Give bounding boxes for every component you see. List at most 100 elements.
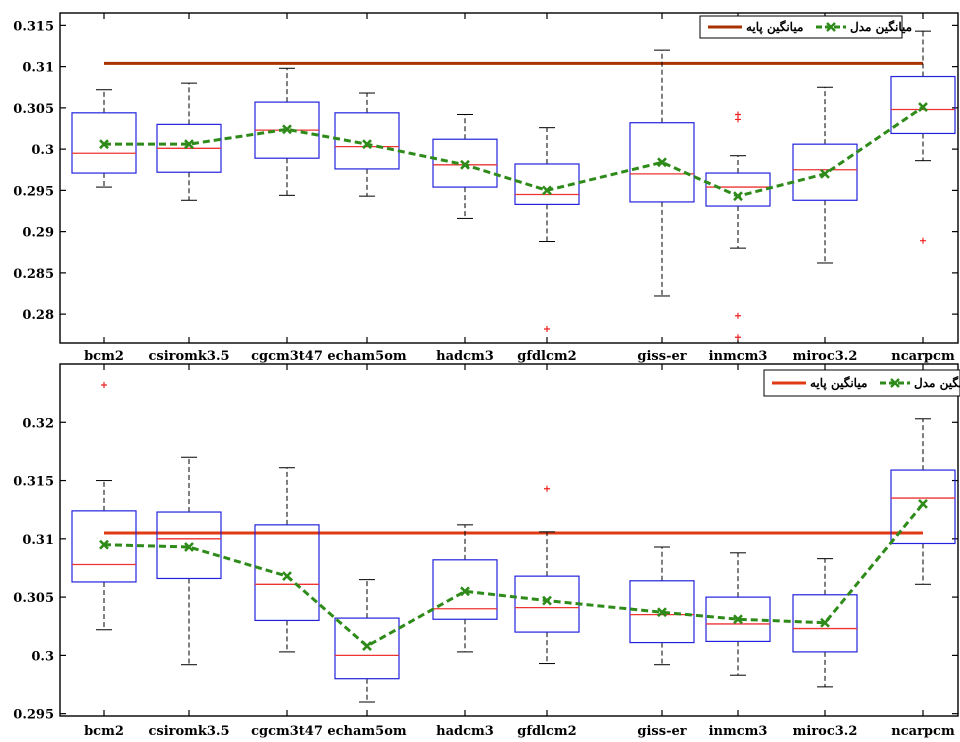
model-mean-marker (542, 185, 552, 196)
outlier-marker (544, 485, 550, 492)
box-body (705, 172, 771, 207)
box-echam5om (334, 579, 400, 703)
x-tick-label: hadcm3 (436, 349, 494, 364)
x-tick-label: bcm2 (84, 724, 124, 739)
model-mean-marker (918, 102, 928, 112)
legend-model-label: میانگین مدل (914, 375, 960, 391)
x-tick-label: echam5om (327, 349, 407, 364)
legend: میانگین پایه میانگین مدل (763, 369, 960, 397)
y-tick-label: 0.315 (13, 19, 54, 34)
outlier-marker (735, 334, 741, 341)
box-body (629, 122, 695, 203)
box-body (514, 163, 580, 206)
legend-base-label: میانگین پایه (746, 19, 803, 35)
box-csiromk3.5 (156, 456, 222, 666)
model-mean-marker (362, 139, 372, 150)
y-tick-label: 0.28 (22, 308, 54, 323)
model-mean-marker (820, 617, 830, 628)
legend-box (699, 15, 903, 39)
model-mean-marker (282, 124, 292, 135)
legend: میانگین پایه میانگین مدل (699, 15, 912, 39)
x-tick-label: cgcm3t47 (251, 349, 323, 364)
y-tick-label: 0.3 (31, 649, 54, 664)
legend-model-label: میانگین مدل (850, 19, 912, 35)
box-body (792, 594, 858, 653)
x-tick-label: miroc3.2 (793, 724, 858, 739)
box-miroc3.2 (792, 558, 858, 688)
legend-base-label: میانگین پایه (810, 375, 867, 391)
x-tick-label: gfdlcm2 (517, 724, 576, 739)
box-miroc3.2 (792, 86, 858, 264)
box-body (71, 510, 137, 583)
y-tick-label: 0.295 (13, 708, 54, 723)
model-mean-marker (657, 607, 667, 618)
model-mean-marker (657, 157, 667, 168)
y-tick-label: 0.3 (31, 143, 54, 158)
box-body (71, 112, 137, 174)
y-tick-label: 0.305 (13, 102, 54, 117)
x-tick-label: gfdlcm2 (517, 349, 576, 364)
chart-panel-2: 0.295 0.3 0.305 0.31 0.315 0.32 bcm2 csiromk3.5… (13, 363, 960, 739)
model-mean-marker (184, 542, 194, 552)
box-hadcm3 (432, 113, 498, 219)
outlier-marker (920, 237, 926, 244)
x-tick-label: giss-er (637, 349, 686, 364)
y-tick-label: 0.29 (22, 226, 54, 241)
box-body (890, 469, 956, 545)
outlier-marker (735, 111, 741, 118)
x-tick-label: hadcm3 (436, 724, 494, 739)
x-tick-label: inmcm3 (709, 349, 768, 364)
axes-frame (59, 363, 959, 717)
outlier-marker (544, 325, 550, 332)
box-csiromk3.5 (156, 82, 222, 201)
x-tick-label: giss-er (637, 724, 686, 739)
box-body (432, 559, 498, 620)
box-body (156, 511, 222, 580)
y-tick-label: 0.305 (13, 591, 54, 606)
box-body (890, 75, 956, 135)
model-mean-marker (918, 498, 928, 509)
x-tick-label: ncarpcm (891, 349, 955, 364)
legend-model-marker (826, 22, 836, 32)
box-ncarpcm (890, 30, 956, 244)
y-tick-label: 0.31 (22, 61, 54, 76)
x-tick-label: csiromk3.5 (148, 724, 229, 739)
y-tick-label: 0.31 (22, 533, 54, 548)
model-mean-marker (733, 614, 743, 625)
box-cgcm3t47 (254, 467, 320, 653)
box-giss-er (629, 546, 695, 666)
model-mean-marker (820, 168, 830, 179)
box-hadcm3 (432, 524, 498, 653)
y-tick-label: 0.285 (13, 267, 54, 282)
chart-panel-1: 0.28 0.285 0.29 0.295 0.3 0.305 0.31 0.315 bcm2 c… (13, 12, 959, 364)
x-tick-label: cgcm3t47 (251, 724, 323, 739)
model-mean-marker (460, 159, 470, 170)
model-mean-marker (460, 586, 470, 597)
model-mean-line (104, 105, 924, 198)
model-mean-line (103, 502, 925, 648)
box-giss-er (629, 49, 695, 297)
box-body (432, 138, 498, 188)
box-body (629, 580, 695, 644)
box-bcm2 (71, 381, 137, 631)
x-tick-label: inmcm3 (709, 724, 768, 739)
axes-frame (59, 12, 959, 344)
box-body (334, 617, 400, 680)
y-tick-label: 0.295 (13, 184, 54, 199)
model-mean-marker (99, 539, 109, 550)
box-ncarpcm (890, 418, 956, 585)
y-tick-label: 0.32 (22, 416, 54, 431)
x-tick-label: ncarpcm (891, 724, 955, 739)
model-mean-marker (542, 595, 552, 606)
box-body (334, 112, 400, 170)
outlier-marker (735, 312, 741, 319)
x-tick-label: csiromk3.5 (148, 349, 229, 364)
box-cgcm3t47 (254, 67, 320, 196)
legend-model-marker (890, 378, 900, 388)
box-echam5om (334, 92, 400, 197)
model-mean-marker (282, 571, 292, 582)
box-inmcm3 (705, 552, 771, 676)
box-gfdlcm2 (514, 127, 580, 332)
model-mean-marker (362, 641, 372, 651)
